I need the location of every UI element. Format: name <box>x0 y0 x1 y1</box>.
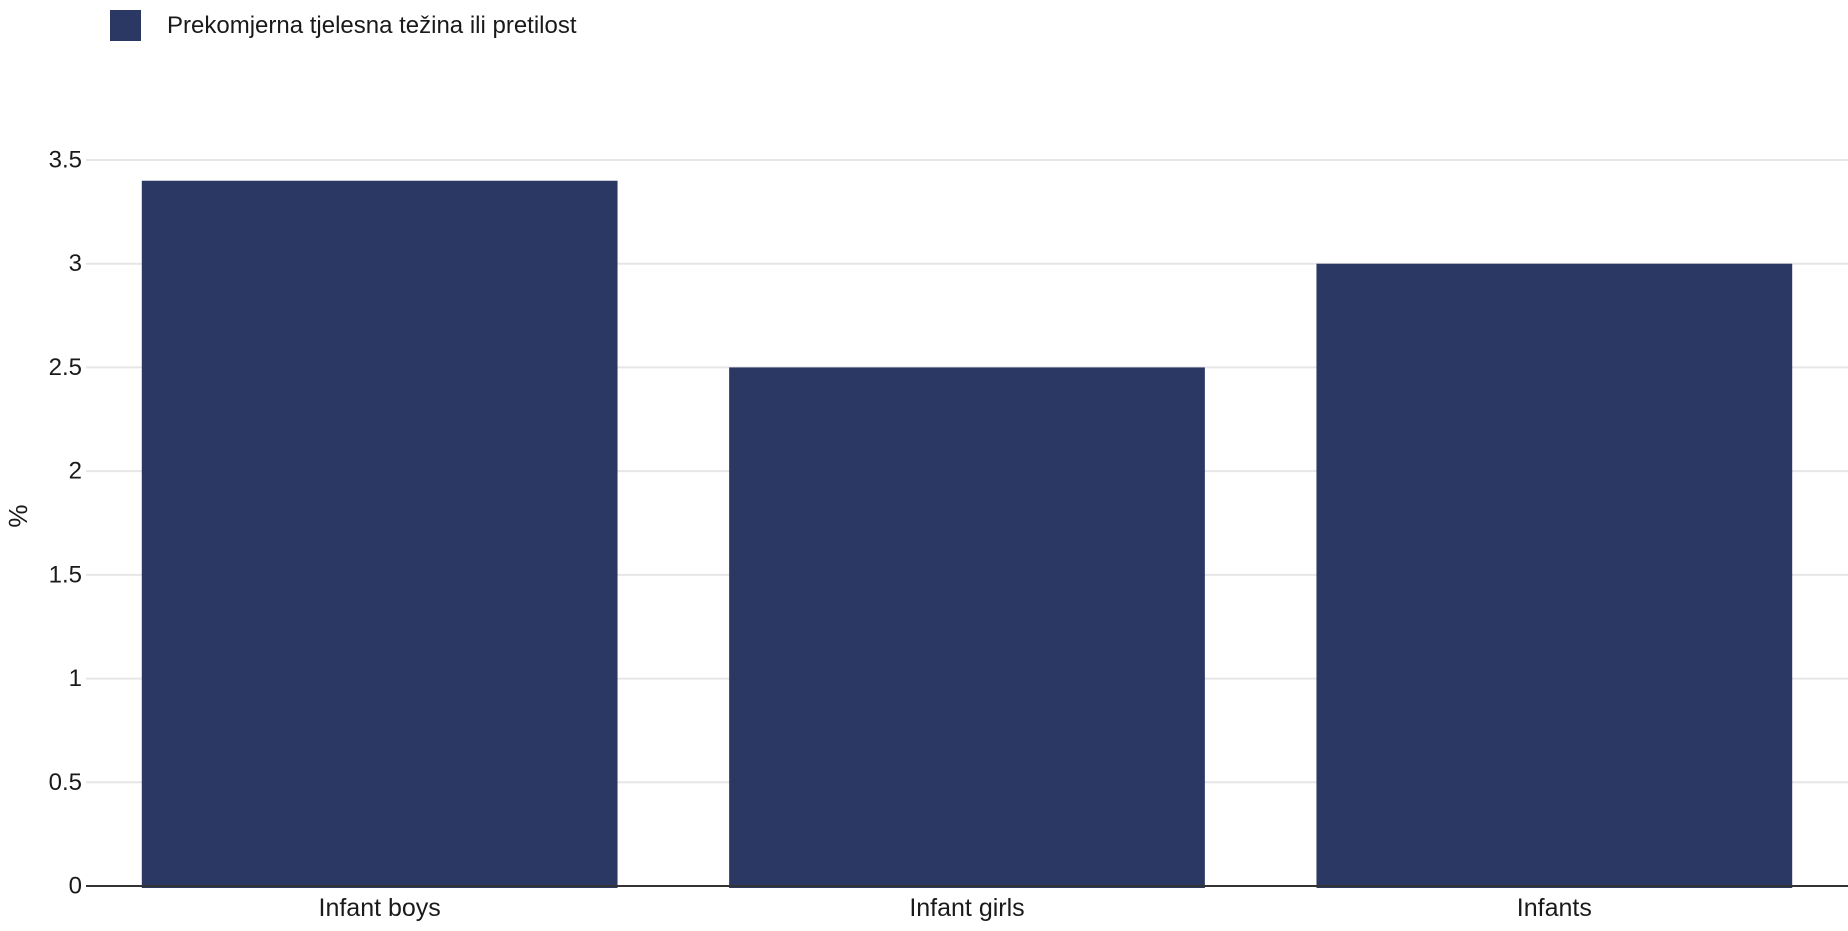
y-tick-label: 1.5 <box>49 561 82 588</box>
y-axis-title: % <box>3 504 33 527</box>
y-tick-label: 1 <box>69 665 82 692</box>
bar <box>729 367 1205 888</box>
x-tick-label: Infant girls <box>909 894 1024 922</box>
chart-legend: Prekomjerna tjelesna težina ili pretilos… <box>110 10 577 41</box>
y-tick-label: 2.5 <box>49 354 82 381</box>
bar <box>141 180 618 888</box>
legend-label: Prekomjerna tjelesna težina ili pretilos… <box>167 11 577 39</box>
y-tick-label: 3.5 <box>49 147 82 174</box>
bars <box>141 180 1793 888</box>
axis-labels: 0 0.5 1 1.5 2 2.5 3 3.5 Infant boys Infant girls I… <box>3 147 1592 923</box>
x-tick-label: Infants <box>1517 894 1592 922</box>
y-tick-label: 2 <box>69 458 82 485</box>
y-tick-label: 3 <box>69 250 82 277</box>
x-tick-label: Infant boys <box>319 894 441 922</box>
legend-swatch <box>110 10 141 41</box>
y-tick-label: 0.5 <box>49 769 82 796</box>
y-tick-label: 0 <box>69 873 82 900</box>
bar <box>1316 263 1793 888</box>
